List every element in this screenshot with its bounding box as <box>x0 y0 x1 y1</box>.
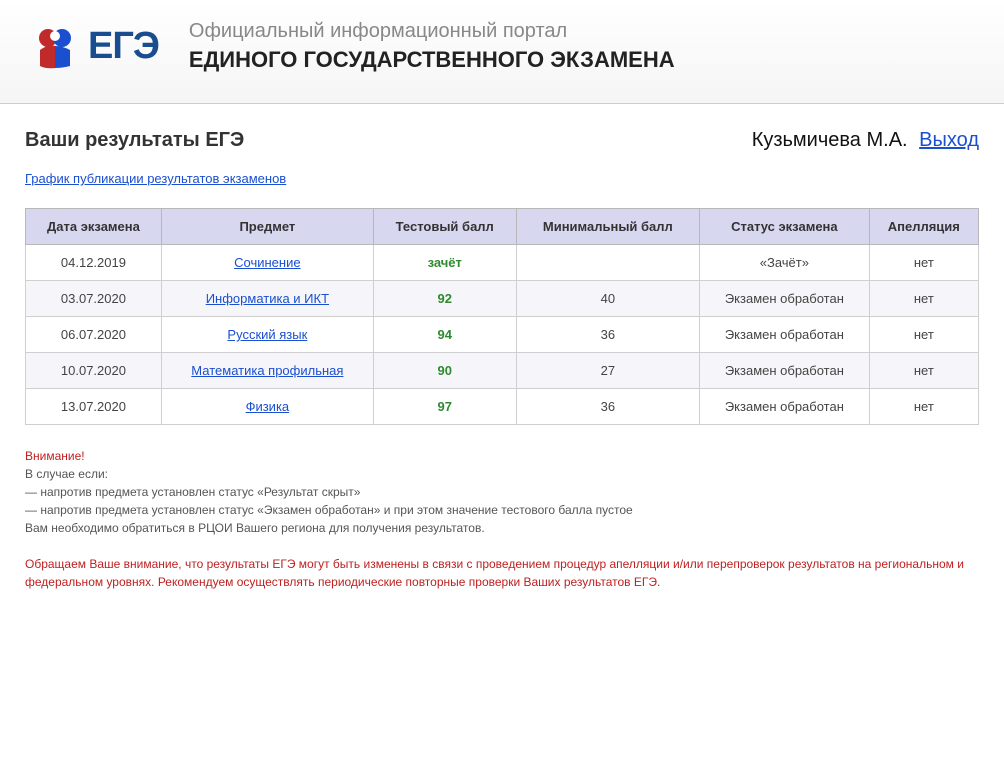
cell-subject: Физика <box>161 389 373 425</box>
results-table: Дата экзамена Предмет Тестовый балл Мини… <box>25 208 979 425</box>
cell-status: Экзамен обработан <box>700 389 870 425</box>
cell-date: 04.12.2019 <box>26 245 162 281</box>
site-header: ЕГЭ Официальный информационный портал ЕД… <box>0 0 1004 104</box>
header-titles: Официальный информационный портал ЕДИНОГ… <box>189 20 675 73</box>
page-title: Ваши результаты ЕГЭ <box>25 129 244 152</box>
cell-subject: Русский язык <box>161 317 373 353</box>
logo-icon <box>30 22 80 72</box>
cell-status: Экзамен обработан <box>700 317 870 353</box>
subject-link[interactable]: Информатика и ИКТ <box>206 291 329 306</box>
table-row: 06.07.2020 Русский язык 9436Экзамен обрабо… <box>26 317 979 353</box>
table-row: 10.07.2020 Математика профильная 9027Экзам… <box>26 353 979 389</box>
cell-date: 10.07.2020 <box>26 353 162 389</box>
cell-status: «Зачёт» <box>700 245 870 281</box>
cell-min: 40 <box>516 281 699 317</box>
content: Ваши результаты ЕГЭ Кузьмичева М.А. Выхо… <box>0 104 1004 616</box>
cell-date: 13.07.2020 <box>26 389 162 425</box>
logo-text: ЕГЭ <box>88 25 159 68</box>
notice-line4: Вам необходимо обратиться в РЦОИ Вашего … <box>25 521 485 535</box>
cell-min: 36 <box>516 389 699 425</box>
subject-link[interactable]: Сочинение <box>234 255 300 270</box>
cell-appeal: нет <box>869 281 978 317</box>
schedule-link[interactable]: График публикации результатов экзаменов <box>25 171 286 186</box>
cell-subject: Сочинение <box>161 245 373 281</box>
subject-link[interactable]: Русский язык <box>227 327 307 342</box>
col-date: Дата экзамена <box>26 209 162 245</box>
notice-attention: Внимание! <box>25 449 85 463</box>
cell-appeal: нет <box>869 317 978 353</box>
logout-link[interactable]: Выход <box>919 129 979 151</box>
cell-min: 27 <box>516 353 699 389</box>
cell-appeal: нет <box>869 353 978 389</box>
user-block: Кузьмичева М.А. Выход <box>752 129 979 152</box>
header-title: ЕДИНОГО ГОСУДАРСТВЕННОГО ЭКЗАМЕНА <box>189 47 675 73</box>
notice-line3: — напротив предмета установлен статус «Э… <box>25 503 633 517</box>
table-header-row: Дата экзамена Предмет Тестовый балл Мини… <box>26 209 979 245</box>
table-row: 03.07.2020 Информатика и ИКТ 9240Экзамен о… <box>26 281 979 317</box>
cell-subject: Математика профильная <box>161 353 373 389</box>
table-row: 13.07.2020 Физика 9736Экзамен обработаннет <box>26 389 979 425</box>
subject-link[interactable]: Математика профильная <box>191 363 343 378</box>
col-min: Минимальный балл <box>516 209 699 245</box>
cell-date: 06.07.2020 <box>26 317 162 353</box>
logo: ЕГЭ <box>30 22 159 72</box>
cell-score: 92 <box>373 281 516 317</box>
col-subject: Предмет <box>161 209 373 245</box>
cell-min <box>516 245 699 281</box>
top-row: Ваши результаты ЕГЭ Кузьмичева М.А. Выхо… <box>25 129 979 152</box>
cell-status: Экзамен обработан <box>700 281 870 317</box>
cell-score: 94 <box>373 317 516 353</box>
notice-block: Внимание! В случае если: — напротив пред… <box>25 447 979 591</box>
notice-line1: В случае если: <box>25 467 108 481</box>
col-score: Тестовый балл <box>373 209 516 245</box>
cell-score: 90 <box>373 353 516 389</box>
table-row: 04.12.2019 Сочинение зачёт «Зачёт»нет <box>26 245 979 281</box>
user-name: Кузьмичева М.А. <box>752 129 908 151</box>
notice-para2: Обращаем Ваше внимание, что результаты Е… <box>25 557 964 589</box>
cell-appeal: нет <box>869 389 978 425</box>
cell-score: зачёт <box>373 245 516 281</box>
cell-min: 36 <box>516 317 699 353</box>
cell-subject: Информатика и ИКТ <box>161 281 373 317</box>
notice-line2: — напротив предмета установлен статус «Р… <box>25 485 360 499</box>
col-status: Статус экзамена <box>700 209 870 245</box>
header-subtitle: Официальный информационный портал <box>189 20 675 43</box>
cell-appeal: нет <box>869 245 978 281</box>
cell-score: 97 <box>373 389 516 425</box>
cell-date: 03.07.2020 <box>26 281 162 317</box>
subject-link[interactable]: Физика <box>246 399 290 414</box>
cell-status: Экзамен обработан <box>700 353 870 389</box>
col-appeal: Апелляция <box>869 209 978 245</box>
